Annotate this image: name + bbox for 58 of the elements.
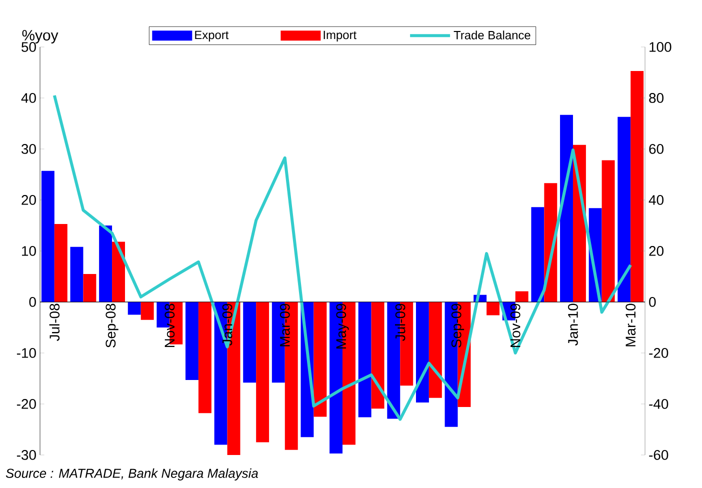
bar [428, 302, 442, 398]
x-tick-label: Sep-08 [106, 304, 118, 348]
bar [112, 242, 125, 302]
y-tick-label: 40 [21, 93, 36, 103]
y-tick-label: -20 [16, 399, 36, 409]
y-tick-label: -10 [16, 348, 36, 358]
x-tick-label: Jul-09 [395, 304, 406, 341]
bar [256, 302, 270, 442]
bar [41, 170, 54, 302]
y2-tick-label: -20 [649, 348, 668, 358]
bar [54, 224, 68, 302]
source-note: Source : MATRADE, Bank Negara Malaysia [6, 468, 258, 480]
bar [358, 302, 372, 418]
bar [243, 302, 256, 383]
bar [70, 246, 84, 302]
y2-tick-label: -60 [649, 450, 668, 460]
y-tick-label: 10 [22, 246, 36, 256]
x-tick-label: Nov-09 [510, 304, 520, 348]
x-tick-label: Mar-10 [626, 304, 636, 346]
y-tick-label: 50 [22, 42, 36, 52]
bar [560, 114, 573, 302]
y-tick-label: 30 [22, 144, 36, 154]
bar [486, 302, 500, 316]
x-tick-label: Jan-10 [568, 304, 578, 346]
y2-tick-label: 40 [648, 195, 664, 205]
legend-label: Import [324, 30, 356, 42]
y2-tick-label: 80 [649, 93, 664, 103]
bar [531, 207, 544, 302]
y2-tick-label: 60 [649, 144, 664, 154]
y2-tick-label: -40 [649, 399, 668, 409]
bar [99, 225, 112, 302]
bar [371, 302, 384, 409]
legend-label: Trade Balance [454, 30, 530, 40]
bar [83, 274, 96, 302]
bar [140, 302, 154, 320]
y2-tick-label: 0 [649, 297, 656, 307]
y2-tick-label: 20 [649, 246, 664, 256]
legend-label: Export [195, 30, 229, 42]
bar [185, 302, 198, 380]
bar [602, 160, 615, 302]
y-axis-title: %yoy [22, 30, 58, 44]
x-tick-label: Sep-09 [451, 304, 464, 348]
y-tick-label: 0 [29, 297, 36, 307]
y-tick-label: -30 [16, 450, 36, 460]
bar [198, 302, 212, 414]
bar [515, 291, 528, 302]
bar [128, 302, 141, 315]
y-tick-label: 20 [22, 195, 36, 205]
x-tick-label: Mar-09 [280, 304, 290, 346]
x-tick-label: Nov-08 [164, 304, 175, 348]
x-tick-label: Jul-08 [49, 304, 60, 341]
x-tick-label: Jan-09 [222, 304, 232, 346]
bar [618, 116, 631, 302]
y2-tick-label: 100 [650, 42, 672, 52]
bar [314, 302, 327, 417]
bar [416, 302, 429, 402]
x-tick-label: May-09 [336, 304, 349, 349]
bar [630, 70, 644, 302]
